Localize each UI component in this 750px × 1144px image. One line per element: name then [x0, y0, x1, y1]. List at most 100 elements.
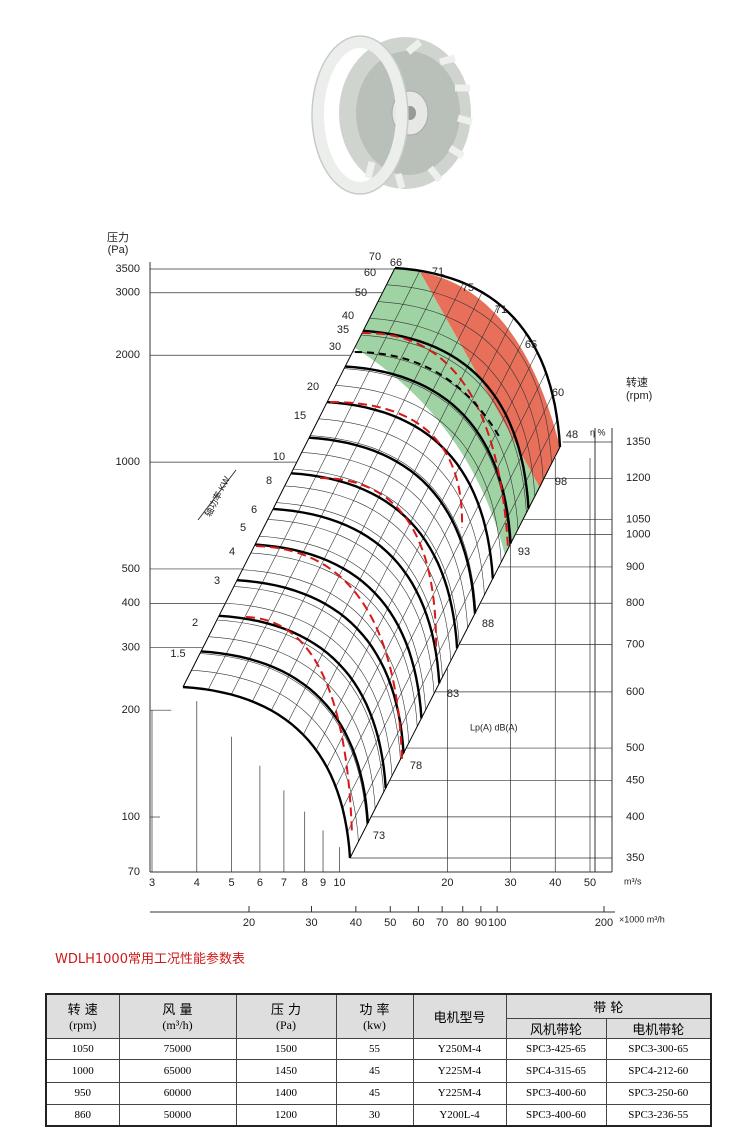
efficiency-label: 71	[495, 304, 507, 316]
pressure-tick-label: 1000	[116, 456, 140, 468]
flow-tick-label: 3	[149, 877, 155, 889]
system-line	[303, 317, 515, 735]
efficiency-symbol: η %	[590, 427, 606, 437]
flow-h-tick-label: 60	[412, 917, 424, 929]
power-label: 8	[266, 475, 272, 487]
table-cell: Y225M-4	[412, 1058, 507, 1083]
flow-h-tick-label: 70	[436, 917, 448, 929]
flow-h-unit: ×1000 m³/h	[619, 914, 665, 924]
noise-value-label: 73	[373, 830, 385, 842]
fan-curve	[291, 472, 459, 649]
fan-curve-thin	[225, 602, 393, 776]
efficiency-label: 66	[390, 257, 402, 269]
flow-h-tick-label: 40	[350, 917, 362, 929]
table-cell: SPC3-300-65	[605, 1037, 712, 1060]
power-label: 40	[342, 310, 354, 322]
power-label: 6	[251, 504, 257, 516]
green-zone	[355, 268, 540, 555]
table-cell: 30	[335, 1103, 414, 1127]
table-cell: 65000	[118, 1058, 237, 1083]
flow-h-tick-label: 100	[488, 917, 506, 929]
fan-curve-thin	[310, 435, 477, 612]
table-cell: SPC3-400-60	[505, 1081, 607, 1105]
table-cell: 950	[45, 1081, 120, 1105]
fan-curve	[254, 543, 423, 719]
table-cell: SPC3-425-65	[505, 1037, 607, 1060]
header: 电机带轮	[605, 1017, 712, 1039]
header: 带 轮	[505, 993, 712, 1019]
header-unit: (kw)	[363, 1018, 386, 1033]
system-line	[231, 275, 443, 695]
header: 压 力	[270, 1003, 302, 1019]
power-label: 5	[240, 522, 246, 534]
fan-curve-thin	[369, 318, 536, 497]
fan-curve-thin	[242, 569, 410, 743]
pressure-tick-label: 3500	[116, 263, 140, 275]
speed-tick-label: 1000	[626, 528, 650, 540]
speed-tick-label: 700	[626, 638, 644, 650]
table-cell: 60000	[118, 1081, 237, 1105]
fan-curve-thin	[267, 519, 435, 694]
operating-curve	[361, 331, 509, 549]
header: 风 量	[162, 1003, 193, 1019]
efficiency-label: 71	[432, 266, 444, 278]
fan-curve-thin	[335, 385, 502, 563]
flow-h-tick-label: 200	[595, 917, 613, 929]
table-cell: 1450	[235, 1058, 337, 1083]
fan-curve	[237, 579, 405, 754]
fan-curve	[363, 329, 530, 509]
flow-tick-label: 30	[504, 877, 516, 889]
table-cell: SPC3-250-60	[605, 1081, 712, 1105]
noise-value-label: 93	[518, 546, 530, 558]
edge	[182, 267, 396, 688]
header-cell: 功 率 (kw)	[335, 993, 414, 1039]
system-line	[288, 303, 500, 722]
header-cell: 压 力 (Pa)	[235, 993, 337, 1039]
fan-curve-thin	[191, 669, 359, 842]
speed-tick-label: 800	[626, 597, 644, 609]
table-cell: SPC3-236-55	[605, 1103, 712, 1127]
system-line	[252, 282, 464, 702]
table-cell: 45	[335, 1058, 414, 1083]
nomogram	[182, 266, 562, 859]
flow-tick-label: 7	[281, 877, 287, 889]
power-label: 50	[355, 287, 367, 299]
pressure-tick-label: 300	[122, 642, 140, 654]
power-label: 4	[229, 546, 235, 558]
table-row: 1050 75000 1500 55 Y250M-4 SPC3-425-65 SPC3-30…	[45, 1037, 712, 1060]
fan-curve-thin	[352, 351, 519, 530]
table-cell: 1000	[45, 1058, 120, 1083]
efficiency-label: 60	[552, 387, 564, 399]
fan-curve-thin	[344, 368, 510, 546]
red-zone	[420, 272, 560, 488]
table-cell: SPC4-315-65	[505, 1058, 607, 1083]
header: 风机带轮	[505, 1017, 607, 1039]
fan-curve-thin	[301, 452, 468, 628]
table-cell: SPC3-400-60	[505, 1103, 607, 1127]
fan-curve-thin	[318, 418, 485, 596]
fan-curve-thin	[208, 636, 376, 809]
header-unit: (Pa)	[276, 1018, 296, 1033]
speed-tick-label: 600	[626, 686, 644, 698]
speed-tick-label: 450	[626, 774, 644, 786]
operating-curve	[329, 401, 464, 529]
speed-tick-label: 1050	[626, 513, 650, 525]
fan-curve	[272, 507, 441, 684]
table-cell: 45	[335, 1081, 414, 1105]
speed-tick-label: 500	[626, 742, 644, 754]
pressure-tick-label: 500	[122, 563, 140, 575]
fan-curve-thin	[377, 301, 544, 480]
operating-curve	[354, 351, 501, 439]
power-label: 30	[329, 341, 341, 353]
pressure-tick-label: 70	[128, 866, 140, 878]
table-cell: Y250M-4	[412, 1037, 507, 1060]
operating-curve	[319, 477, 438, 651]
power-label: 20	[307, 381, 319, 393]
power-label: 1.5	[170, 648, 185, 660]
edge	[349, 446, 561, 859]
pressure-title: 压力	[107, 231, 129, 244]
table-row: 1000 65000 1450 45 Y225M-4 SPC4-315-65 SPC4-21…	[45, 1058, 712, 1083]
header: 电机型号	[412, 993, 507, 1039]
speed-tick-label: 1200	[626, 472, 650, 484]
fan-curve	[200, 650, 370, 824]
